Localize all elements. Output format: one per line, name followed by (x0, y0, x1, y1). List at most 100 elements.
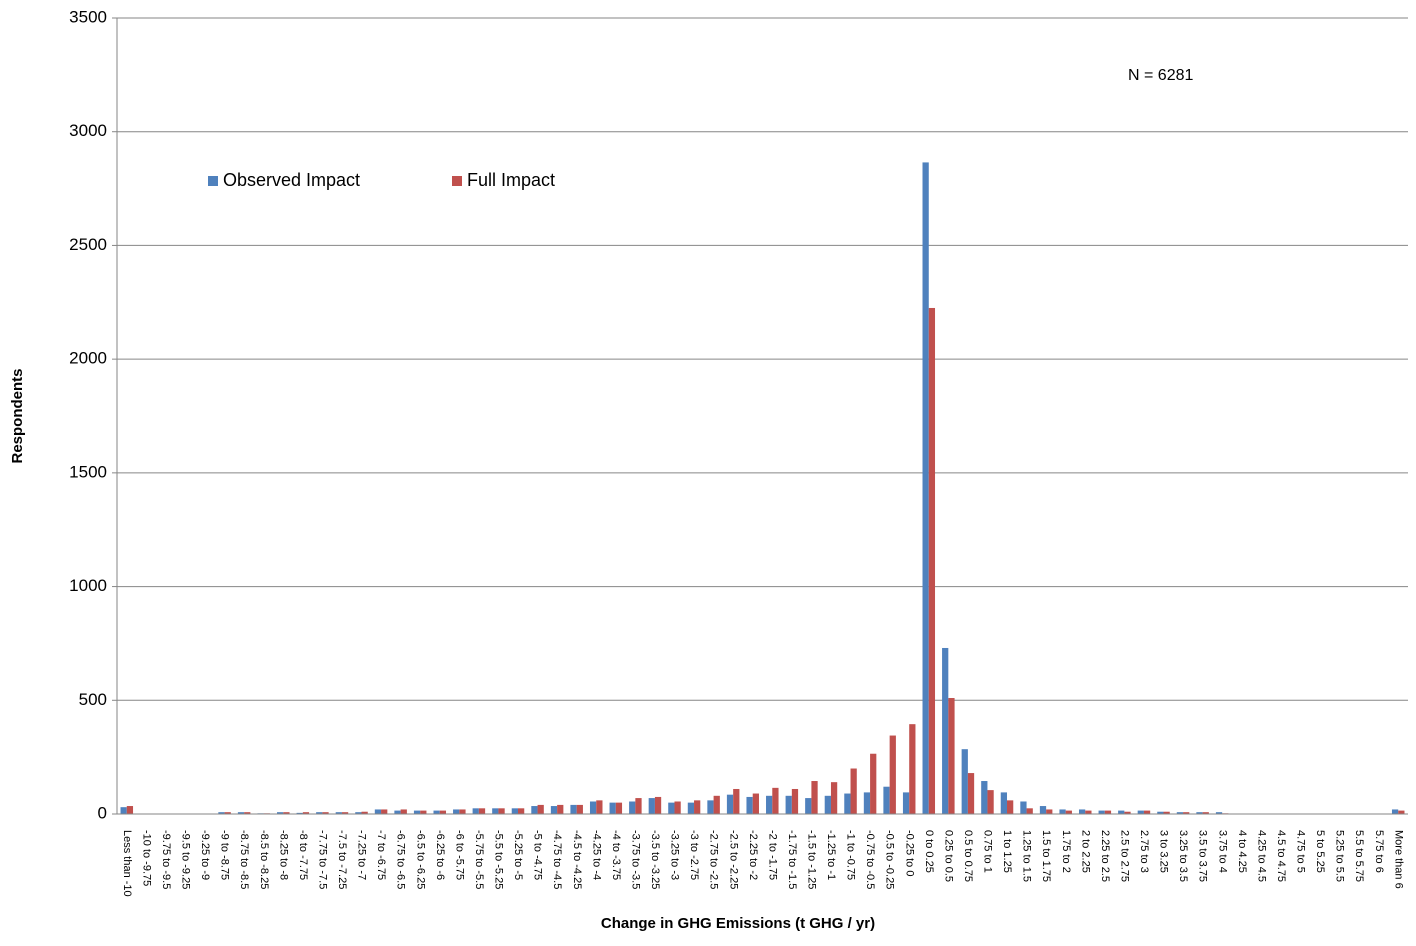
bar (844, 794, 850, 814)
x-tick-label: -9.25 to -9 (199, 830, 211, 880)
x-tick-label: -1 to -0.75 (845, 830, 857, 880)
x-tick-label: -7.5 to -7.25 (336, 830, 348, 889)
x-tick-label: -3 to -2.75 (688, 830, 700, 880)
bar (772, 788, 778, 814)
bar (538, 805, 544, 814)
bar (616, 803, 622, 814)
bar (929, 308, 935, 814)
x-tick-label: 0.75 to 1 (982, 830, 994, 873)
y-tick-label: 1500 (69, 462, 107, 481)
x-tick-label: -1.75 to -1.5 (786, 830, 798, 889)
bar (401, 809, 407, 814)
bar (714, 796, 720, 814)
bar (1085, 811, 1091, 814)
x-axis-title: Change in GHG Emissions (t GHG / yr) (601, 915, 875, 932)
x-tick-label: -4.5 to -4.25 (571, 830, 583, 889)
bar (498, 808, 504, 814)
bar (596, 800, 602, 814)
bar (440, 811, 446, 814)
bar (1027, 808, 1033, 814)
x-tick-label: -4.75 to -4.5 (551, 830, 563, 889)
x-tick-label: -8.75 to -8.5 (238, 830, 250, 889)
bar (1105, 811, 1111, 814)
x-tick-label: Less than -10 (121, 830, 133, 897)
bar (707, 800, 713, 814)
x-tick-label: -5.75 to -5.5 (473, 830, 485, 889)
x-tick-label: 4.5 to 4.75 (1275, 830, 1287, 882)
x-tick-label: -3.25 to -3 (669, 830, 681, 880)
bar (610, 803, 616, 814)
x-tick-label: 3.75 to 4 (1216, 830, 1228, 873)
bar (968, 773, 974, 814)
bar (805, 798, 811, 814)
bar (127, 806, 133, 814)
bar (1099, 811, 1105, 814)
bar (851, 769, 857, 814)
bar (577, 805, 583, 814)
bar (394, 811, 400, 814)
bar (381, 809, 387, 814)
x-tick-label: 4 to 4.25 (1236, 830, 1248, 873)
bar (903, 792, 909, 814)
bar (923, 162, 929, 814)
bar (688, 803, 694, 814)
bar (635, 798, 641, 814)
y-tick-label: 2500 (69, 235, 107, 254)
bar (668, 803, 674, 814)
legend-swatch (452, 176, 462, 186)
x-tick-label: -0.25 to 0 (903, 830, 915, 876)
bar (590, 801, 596, 814)
bar (1079, 809, 1085, 814)
x-tick-label: -8.5 to -8.25 (258, 830, 270, 889)
x-tick-label: 5 to 5.25 (1314, 830, 1326, 873)
annotation: N = 6281 (1128, 67, 1193, 84)
x-tick-label: -4 to -3.75 (610, 830, 622, 880)
bar (883, 787, 889, 814)
x-tick-label: 2 to 2.25 (1079, 830, 1091, 873)
bar (492, 808, 498, 814)
bar (987, 790, 993, 814)
x-tick-label: -2 to -1.75 (766, 830, 778, 880)
x-tick-label: 0.25 to 0.5 (942, 830, 954, 882)
x-tick-label: -9.75 to -9.5 (160, 830, 172, 889)
x-tick-label: -0.75 to -0.5 (864, 830, 876, 889)
x-tick-label: -5.5 to -5.25 (493, 830, 505, 889)
x-tick-label: -3.5 to -3.25 (649, 830, 661, 889)
bar (962, 749, 968, 814)
x-tick-label: -8.25 to -8 (277, 830, 289, 880)
x-tick-label: 1.75 to 2 (1060, 830, 1072, 873)
x-tick-label: 5.25 to 5.5 (1334, 830, 1346, 882)
bar (473, 808, 479, 814)
bar (733, 789, 739, 814)
x-tick-label: -2.25 to -2 (747, 830, 759, 880)
bar (1059, 809, 1065, 814)
bar (414, 811, 420, 814)
x-tick-label: -8 to -7.75 (297, 830, 309, 880)
x-tick-label: 2.5 to 2.75 (1118, 830, 1130, 882)
bar (420, 811, 426, 814)
x-tick-label: -6.75 to -6.5 (395, 830, 407, 889)
bar (121, 807, 127, 814)
x-tick-label: 2.25 to 2.5 (1099, 830, 1111, 882)
bar (1398, 811, 1404, 814)
bar (825, 796, 831, 814)
bar (766, 796, 772, 814)
y-tick-label: 500 (79, 690, 107, 709)
x-tick-label: 4.25 to 4.5 (1255, 830, 1267, 882)
x-tick-label: -0.5 to -0.25 (884, 830, 896, 889)
x-tick-label: -4.25 to -4 (590, 830, 602, 880)
bar (1144, 811, 1150, 814)
bar (518, 808, 524, 814)
bar (655, 797, 661, 814)
y-tick-label: 0 (98, 803, 107, 822)
bar (792, 789, 798, 814)
x-tick-label: 1 to 1.25 (1001, 830, 1013, 873)
x-tick-label: -7.75 to -7.5 (316, 830, 328, 889)
x-tick-label: -10 to -9.75 (140, 830, 152, 886)
bar (753, 794, 759, 814)
x-tick-label: -6.25 to -6 (434, 830, 446, 880)
bar (1040, 806, 1046, 814)
x-tick-label: -6.5 to -6.25 (414, 830, 426, 889)
x-tick-label: -6 to -5.75 (453, 830, 465, 880)
